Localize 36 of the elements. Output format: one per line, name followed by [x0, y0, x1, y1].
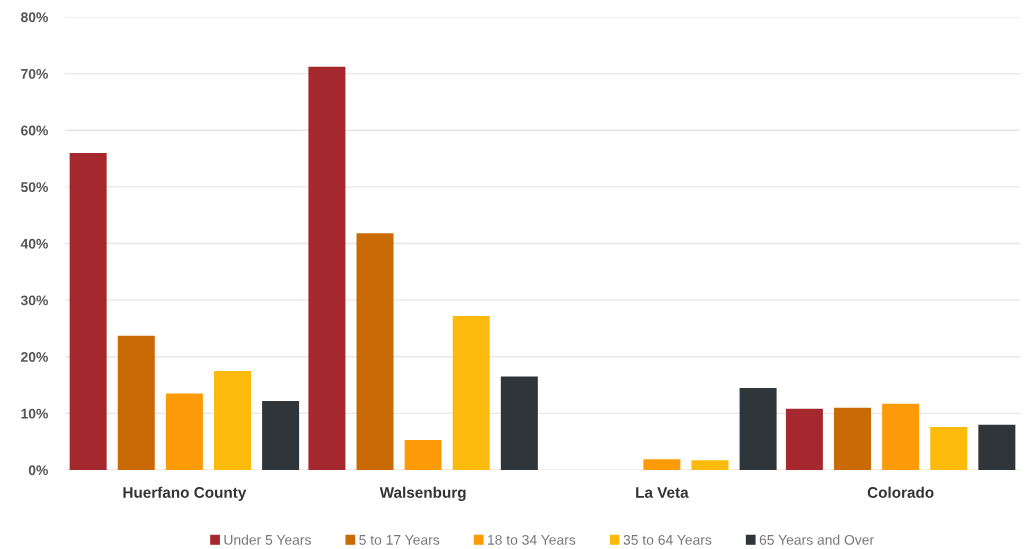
x-tick-label: Walsenburg — [379, 486, 466, 501]
y-tick-label: 60% — [21, 125, 48, 136]
bar — [500, 376, 538, 470]
bar — [404, 439, 442, 470]
bar — [69, 152, 107, 470]
bar — [452, 315, 490, 470]
bar — [643, 459, 681, 470]
legend-label: 35 to 64 Years — [623, 534, 712, 545]
bar — [785, 408, 823, 470]
y-tick-label: 70% — [21, 68, 48, 79]
bar — [739, 387, 777, 470]
legend-label: Under 5 Years — [224, 534, 311, 545]
x-tick-label: La Veta — [636, 487, 689, 498]
x-tick-label: Colorado — [867, 486, 934, 498]
y-tick-label: 0% — [28, 465, 48, 476]
bar — [834, 407, 872, 470]
bar — [308, 66, 346, 470]
bar — [356, 233, 394, 470]
y-tick-label: 30% — [20, 295, 48, 306]
y-tick-label: 20% — [21, 352, 48, 362]
bar — [882, 403, 920, 470]
y-tick-label: 50% — [20, 182, 48, 193]
legend-label: 65 Years and Over — [759, 534, 874, 545]
y-tick-label: 10% — [21, 408, 48, 419]
bar — [117, 335, 155, 470]
y-tick-label: 40% — [20, 238, 48, 249]
y-tick-label: 80% — [20, 12, 48, 23]
legend-label: 18 to 34 Years — [488, 534, 576, 545]
legend-label: 5 to 17 Years — [359, 535, 440, 545]
bar — [213, 370, 251, 470]
bar — [930, 426, 968, 470]
bar — [691, 460, 729, 470]
bar — [978, 424, 1016, 470]
x-tick-label: Huerfano County — [123, 486, 247, 501]
bar — [165, 393, 203, 470]
bar — [262, 400, 300, 470]
